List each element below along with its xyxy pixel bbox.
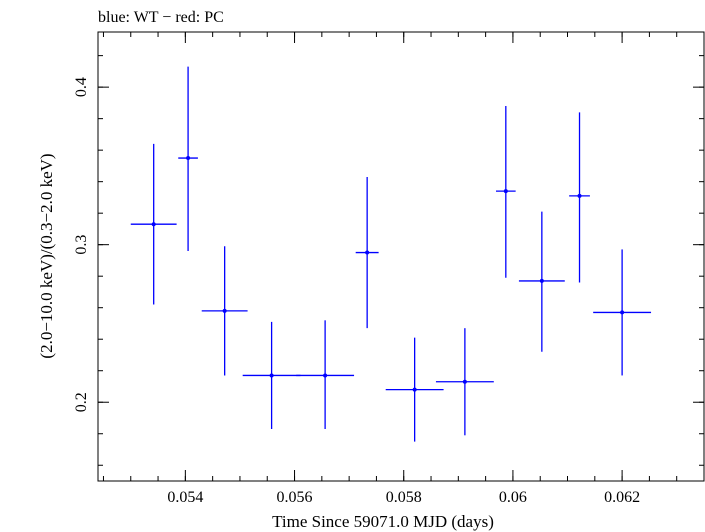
x-tick-label: 0.06	[499, 489, 527, 506]
point-marker	[503, 189, 508, 194]
axis-tick-labels: 0.054 0.056 0.058 0.06 0.062 0.2 0.3 0.4	[73, 77, 640, 506]
data-point	[569, 112, 590, 283]
data-point	[296, 320, 355, 430]
y-tick-label: 0.3	[73, 235, 90, 255]
x-tick-label: 0.058	[386, 489, 422, 506]
y-tick-label: 0.2	[73, 392, 90, 412]
data-point	[178, 66, 198, 251]
x-axis-label: Time Since 59071.0 MJD (days)	[272, 512, 494, 531]
data-point	[385, 337, 444, 442]
plot-frame	[97, 31, 705, 482]
data-point	[130, 143, 177, 305]
y-tick-label: 0.4	[73, 77, 90, 97]
point-marker	[151, 222, 156, 227]
point-marker	[365, 250, 370, 255]
point-marker	[577, 193, 582, 198]
point-marker	[222, 308, 227, 313]
data-point	[518, 211, 565, 352]
data-point	[435, 328, 494, 436]
x-tick-label: 0.054	[167, 489, 203, 506]
data-point	[355, 176, 379, 329]
chart-title: blue: WT − red: PC	[98, 9, 224, 26]
x-tick-label: 0.056	[277, 489, 313, 506]
point-marker	[186, 156, 191, 161]
point-marker	[462, 379, 467, 384]
point-marker	[323, 373, 328, 378]
x-tick-label: 0.062	[604, 489, 640, 506]
point-marker	[539, 278, 544, 283]
data-points	[130, 66, 652, 442]
data-point	[201, 246, 248, 376]
point-marker	[269, 373, 274, 378]
data-point	[593, 249, 652, 376]
data-point	[495, 106, 516, 278]
axis-ticks	[98, 32, 705, 481]
data-point	[242, 321, 301, 430]
point-marker	[620, 310, 625, 315]
point-marker	[412, 387, 417, 392]
y-axis-label: (2.0−10.0 keV)/(0.3−2.0 keV)	[37, 153, 56, 358]
